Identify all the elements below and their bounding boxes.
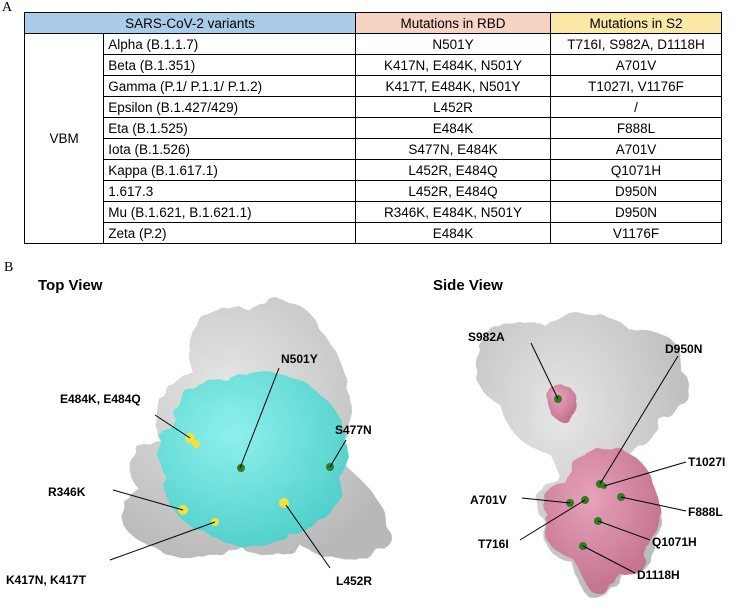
label-a701v: A701V [470,493,507,507]
table-row: Eta (B.1.525) E484K F888L [25,117,722,139]
variants-table: SARS-CoV-2 variants Mutations in RBD Mut… [23,12,722,244]
label-q1071h: Q1071H [652,535,697,549]
variant-cell: Zeta (P.2) [103,222,356,244]
label-e484k-e484q: E484K, E484Q [60,392,141,406]
variant-cell: Mu (B.1.621, B.1.621.1) [103,201,356,223]
table-header-row: SARS-CoV-2 variants Mutations in RBD Mut… [24,12,722,34]
label-s982a: S982A [468,330,505,344]
header-s2: Mutations in S2 [550,12,722,34]
label-n501y: N501Y [281,352,318,366]
label-r346k: R346K [48,485,86,499]
rbd-cell: E484K [355,117,551,139]
s2-cell: T716I, S982A, D1118H [550,33,722,55]
table-row: Mu (B.1.621, B.1.621.1) R346K, E484K, N5… [25,201,722,223]
side-view-leader-lines [519,342,687,574]
group-label: VBM [23,33,105,244]
table-row: 1.617.3 L452R, E484Q D950N [25,180,722,202]
top-view-title: Top View [38,277,103,294]
rbd-cell: R346K, E484K, N501Y [355,201,551,223]
rbd-cell: E484K [355,222,551,244]
variant-cell: Eta (B.1.525) [103,117,356,139]
label-s477n: S477N [335,423,372,437]
label-k417n-k417t: K417N, K417T [6,573,87,587]
s2-cell: D950N [550,180,722,202]
label-f888l: F888L [688,505,723,519]
top-view-leader-lines [109,367,347,569]
s2-cell: V1176F [550,222,722,244]
side-view-title: Side View [433,277,503,294]
side-view-structure [476,312,690,599]
table-row: VBM Alpha (B.1.1.7) N501Y T716I, S982A, … [23,33,722,244]
header-rbd: Mutations in RBD [355,12,551,34]
label-t1027i: T1027I [688,455,726,469]
table-row: Zeta (P.2) E484K V1176F [25,222,722,244]
label-t716i: T716I [478,537,509,551]
label-d950n: D950N [665,342,703,356]
label-d1118h: D1118H [637,568,680,582]
rbd-cell: L452R, E484Q [355,180,551,202]
panel-a-label: A [2,0,13,15]
header-variants: SARS-CoV-2 variants [24,12,356,34]
variant-cell: Gamma (P.1/ P.1.1/ P.1.2) [103,75,356,97]
label-l452r: L452R [336,574,373,588]
table-row: Gamma (P.1/ P.1.1/ P.1.2) K417T, E484K, … [25,75,722,97]
panel-b-label: B [4,260,14,275]
mutation-site-n501y [237,464,245,472]
rbd-cell: S477N, E484K [355,138,551,160]
